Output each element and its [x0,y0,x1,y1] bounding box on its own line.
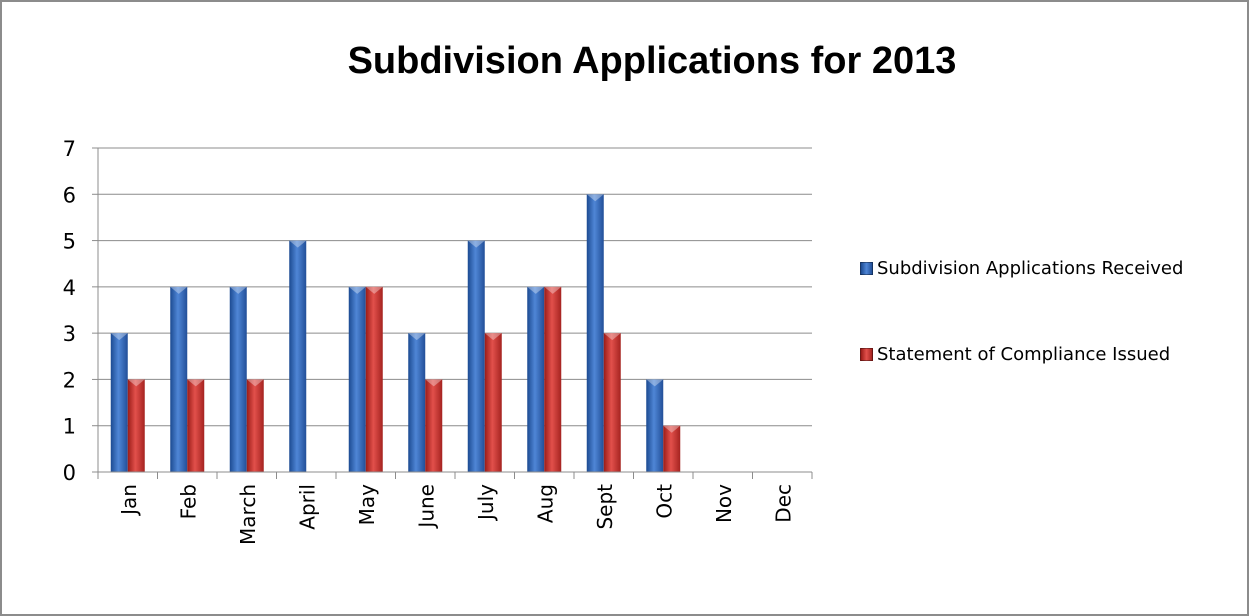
gridlines [98,147,812,427]
legend-item-received: Subdivision Applications Received [860,254,1183,282]
bar-received-march [229,286,247,472]
legend-label-issued: Statement of Compliance Issued [877,343,1171,365]
x-tick-label-april: April [295,484,319,530]
chart-title: Subdivision Applications for 2013 [347,40,957,82]
bar-issued-sept [603,333,621,472]
bar-received-sept [586,194,604,473]
y-tick-label: 1 [63,415,76,439]
x-tick-label-nov: Nov [712,484,736,523]
y-tick-label: 2 [63,368,76,392]
y-tick-label: 5 [63,230,76,254]
bar-issued-may [365,286,383,472]
y-tick-label: 6 [63,183,76,207]
y-tick-label: 3 [63,322,76,346]
legend-label-received: Subdivision Applications Received [877,257,1184,279]
x-tick-label-march: March [236,484,260,545]
y-tick-label: 7 [63,137,76,161]
bar-received-aug [527,286,545,472]
bar-issued-oct [663,425,681,472]
bar-issued-feb [187,379,205,472]
bar-received-oct [646,379,664,472]
x-tick-label-feb: Feb [176,484,200,519]
bar-received-june [408,333,426,472]
bars [110,194,681,473]
bar-received-april [289,240,307,472]
bar-issued-june [425,379,443,472]
y-tick-label: 4 [63,276,76,300]
legend-swatch-issued [860,347,873,361]
axes: 0 1 2 3 4 5 6 7 Jan Feb March April May June July Aug Se… [63,137,813,545]
x-tick-label-sept: Sept [593,484,617,530]
bar-received-feb [170,286,188,472]
bar-issued-july [484,333,502,472]
bar-issued-jan [127,379,145,472]
bar-received-may [348,286,366,472]
x-tick-label-june: June [414,484,438,530]
legend-item-issued: Statement of Compliance Issued [860,340,1183,368]
x-tick-label-may: May [355,484,379,526]
bar-issued-aug [544,286,562,472]
bar-received-july [467,240,485,472]
bar-issued-march [246,379,264,472]
x-tick-label-oct: Oct [652,484,676,519]
x-tick-label-july: July [474,484,498,522]
legend-swatch-received [860,261,873,275]
x-tick-label-dec: Dec [771,484,795,523]
x-tick-label-jan: Jan [117,484,141,517]
bar-received-jan [110,333,128,472]
legend: Subdivision Applications Received Statem… [860,254,1183,426]
y-tick-label: 0 [63,461,76,485]
x-tick-label-aug: Aug [533,484,557,523]
